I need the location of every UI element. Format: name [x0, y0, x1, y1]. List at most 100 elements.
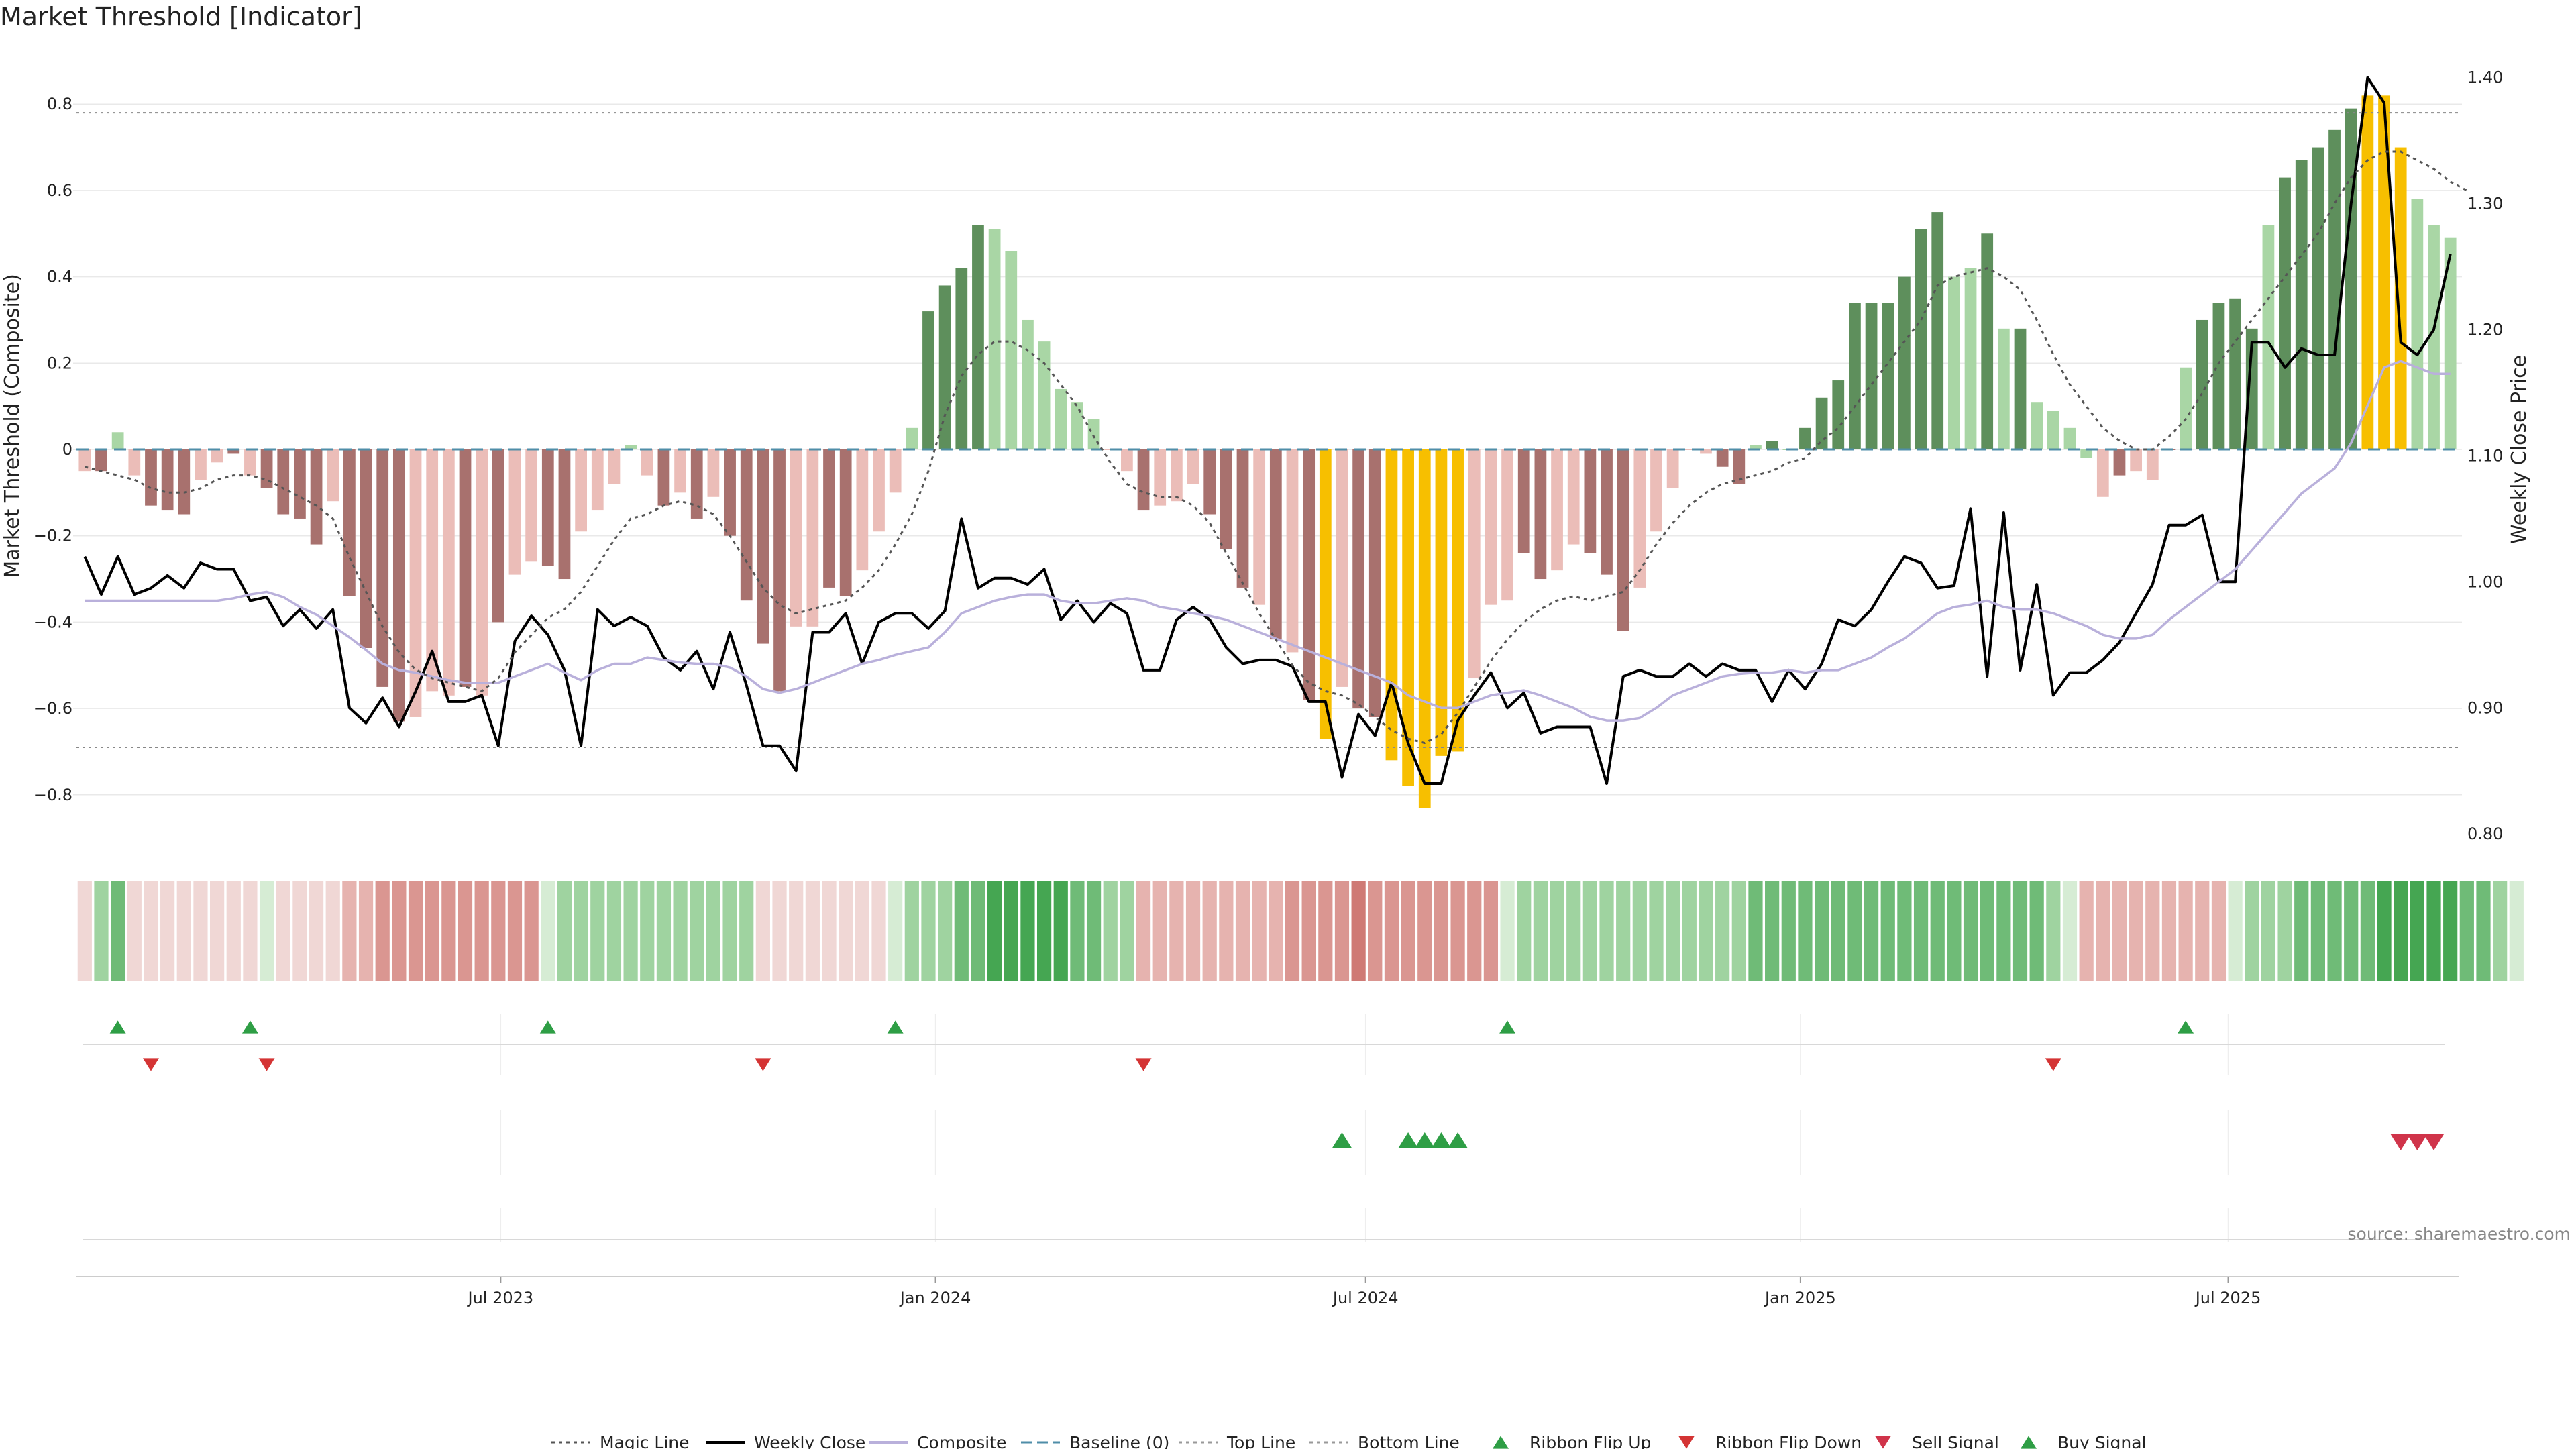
- ribbon-cell: [1798, 881, 1813, 981]
- x-tick-label: Jul 2024: [1332, 1289, 1399, 1307]
- y2-tick-label: 0.90: [2467, 698, 2503, 717]
- composite-bar: [1948, 276, 1960, 449]
- ribbon-cell: [1252, 881, 1267, 981]
- ribbon-cell: [855, 881, 869, 981]
- composite-bar: [1022, 319, 1034, 449]
- composite-bar: [2229, 298, 2241, 449]
- composite-bar: [277, 449, 290, 515]
- composite-bar: [922, 311, 934, 449]
- ribbon-cell: [2145, 881, 2160, 981]
- ribbon-cell: [2079, 881, 2094, 981]
- composite-bar: [2196, 319, 2208, 449]
- composite-bar: [757, 449, 769, 644]
- composite-bar: [1997, 328, 2010, 449]
- ribbon-cell: [1582, 881, 1597, 981]
- y-tick-label: −0.6: [34, 699, 72, 718]
- composite-bar: [2063, 427, 2076, 449]
- composite-bar: [1683, 449, 1696, 450]
- ribbon-cell: [458, 881, 473, 981]
- ribbon-cell: [1831, 881, 1845, 981]
- y2-tick-label: 1.40: [2467, 68, 2503, 87]
- ribbon-cell: [1136, 881, 1151, 981]
- ribbon-cell: [805, 881, 820, 981]
- ribbon-cell: [772, 881, 787, 981]
- ribbon-cell: [987, 881, 1002, 981]
- ribbon-cell: [193, 881, 208, 981]
- ribbon-cell: [1847, 881, 1862, 981]
- composite-line: [85, 360, 2451, 722]
- ribbon-cell: [243, 881, 258, 981]
- ribbon-cell: [342, 881, 357, 981]
- ribbon-cell: [524, 881, 539, 981]
- composite-bar: [310, 449, 323, 545]
- chart-title: Market Threshold [Indicator]: [0, 2, 362, 32]
- y-axis-right-title: Weekly Close Price: [2508, 355, 2531, 544]
- ribbon-cell: [2327, 881, 2342, 981]
- composite-bar: [1931, 212, 1944, 449]
- ribbon-cell: [2245, 881, 2259, 981]
- ribbon-cell: [2310, 881, 2325, 981]
- ribbon-cell: [1517, 881, 1532, 981]
- legend-item: Bottom Line: [1309, 1433, 1460, 1449]
- ribbon-cell: [1897, 881, 1912, 981]
- ribbon-cell: [210, 881, 225, 981]
- ribbon-cell: [2178, 881, 2193, 981]
- composite-bar: [1799, 427, 1811, 449]
- composite-bar: [1716, 449, 1729, 467]
- ribbon-cell: [309, 881, 324, 981]
- composite-bar: [409, 449, 422, 717]
- ribbon-cell: [144, 881, 158, 981]
- ribbon-cell: [2161, 881, 2177, 981]
- composite-bar: [955, 268, 968, 449]
- y-axis-right: 1.40 1.30 1.20 1.10 1.00 0.90 0.80: [2467, 68, 2503, 844]
- x-axis: Jul 2023 Jan 2024 Jul 2024 Jan 2025 Jul 2025: [76, 1276, 2459, 1307]
- composite-bar: [1633, 449, 1646, 588]
- composite-bar: [657, 449, 670, 506]
- ribbon-cell: [1401, 881, 1415, 981]
- composite-bar: [2345, 108, 2357, 450]
- ribbon-flip-down-marker: [755, 1058, 771, 1071]
- composite-bar: [1700, 449, 1712, 454]
- ribbon-flip-up-marker: [1499, 1020, 1516, 1034]
- composite-bar: [2428, 225, 2440, 449]
- buy-signal-marker: [1414, 1132, 1435, 1148]
- sell-signal-marker: [2424, 1134, 2445, 1150]
- composite-bar: [1468, 449, 1481, 679]
- ribbon-cell: [425, 881, 439, 981]
- ribbon-cell: [1864, 881, 1879, 981]
- x-tick-label: Jan 2025: [1764, 1289, 1836, 1307]
- composite-bar: [1485, 449, 1497, 605]
- composite-bar: [823, 449, 835, 588]
- ribbon-cell: [1483, 881, 1499, 981]
- ribbon-cell: [1781, 881, 1796, 981]
- y-axis-left: 0.8 0.6 0.4 0.2 0 −0.2 −0.4 −0.6 −0.8: [34, 95, 72, 804]
- ribbon-cell: [226, 881, 241, 981]
- ribbon-cell: [160, 881, 175, 981]
- composite-bar: [2411, 199, 2424, 449]
- composite-bar: [525, 449, 538, 562]
- legend-swatch: [1493, 1436, 1509, 1449]
- ribbon-cell: [1699, 881, 1713, 981]
- reference-lines: [76, 112, 2459, 748]
- y2-tick-label: 1.10: [2467, 446, 2503, 465]
- ribbon-cell: [1996, 881, 2011, 981]
- y2-tick-label: 1.00: [2467, 572, 2503, 591]
- ribbon-cell: [1384, 881, 1399, 981]
- ribbon-cell: [706, 881, 721, 981]
- ribbon-cell: [1103, 881, 1118, 981]
- composite-bar: [1452, 449, 1464, 752]
- composite-bar: [442, 449, 455, 696]
- signal-panel: [83, 1110, 2445, 1242]
- ribbon-cell: [1731, 881, 1746, 981]
- composite-bar: [1435, 449, 1448, 756]
- composite-bar: [492, 449, 504, 623]
- ribbon-cell: [2261, 881, 2276, 981]
- composite-bar: [1567, 449, 1580, 545]
- ribbon-cell: [1219, 881, 1234, 981]
- composite-bar: [1766, 441, 1778, 449]
- composite-bar: [1832, 380, 1845, 449]
- composite-bar: [806, 449, 819, 627]
- ribbon-flip-up-marker: [539, 1020, 556, 1034]
- ribbon-cell: [2228, 881, 2243, 981]
- legend-item: Baseline (0): [1021, 1433, 1169, 1449]
